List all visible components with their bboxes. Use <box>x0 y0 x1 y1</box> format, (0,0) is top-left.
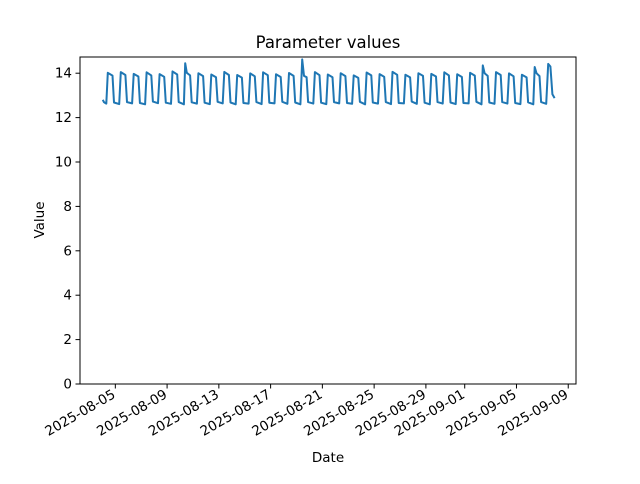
y-tick-label: 4 <box>63 288 72 304</box>
x-axis-ticks: 2025-08-052025-08-092025-08-132025-08-17… <box>42 384 571 440</box>
y-tick-label: 0 <box>63 377 72 393</box>
y-tick-label: 6 <box>63 243 72 259</box>
y-tick-label: 8 <box>63 199 72 215</box>
y-tick-label: 12 <box>55 110 72 126</box>
x-axis-title: Date <box>312 450 344 466</box>
chart-title: Parameter values <box>256 33 401 52</box>
y-tick-label: 14 <box>55 66 72 82</box>
y-tick-label: 2 <box>63 332 72 348</box>
series-line <box>101 58 556 106</box>
y-axis-title: Value <box>32 201 48 238</box>
y-axis-ticks: 0 2 4 6 8 10 12 14 <box>55 66 80 393</box>
plot-area <box>79 56 577 385</box>
y-tick-label: 10 <box>55 155 72 171</box>
